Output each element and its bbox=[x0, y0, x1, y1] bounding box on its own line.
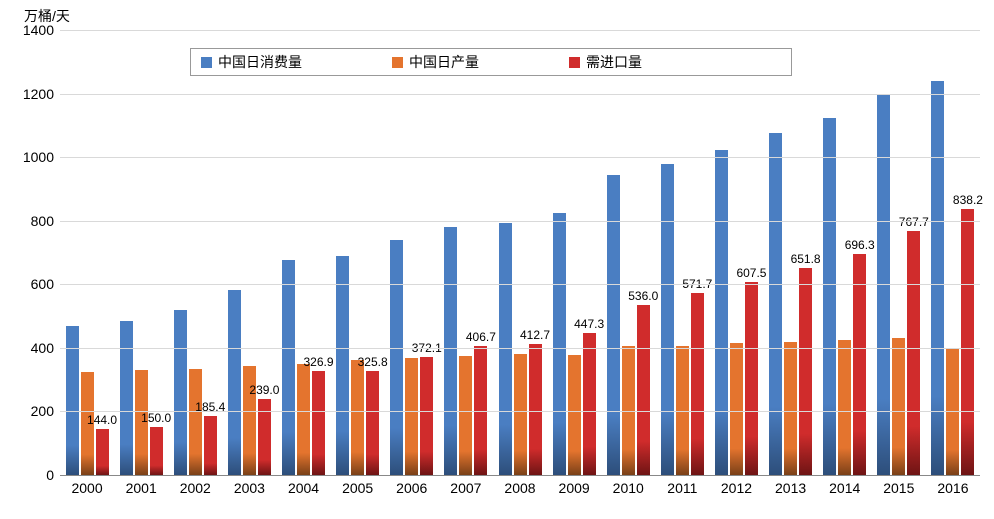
bar bbox=[150, 427, 163, 475]
x-tick-label: 2000 bbox=[71, 480, 102, 496]
data-label: 651.8 bbox=[791, 252, 821, 266]
x-tick-label: 2006 bbox=[396, 480, 427, 496]
y-tick-label: 1200 bbox=[6, 86, 54, 102]
x-tick-label: 2010 bbox=[613, 480, 644, 496]
y-tick-label: 200 bbox=[6, 403, 54, 419]
bar bbox=[838, 340, 851, 475]
bar bbox=[499, 223, 512, 475]
bar bbox=[892, 338, 905, 475]
y-tick-label: 0 bbox=[6, 467, 54, 483]
x-tick-label: 2014 bbox=[829, 480, 860, 496]
bar bbox=[228, 290, 241, 475]
plot-area: 144.0150.0185.4239.0326.9325.8372.1406.7… bbox=[60, 30, 980, 476]
bar bbox=[583, 333, 596, 475]
grid-line bbox=[60, 348, 980, 349]
bar bbox=[189, 369, 202, 475]
bar bbox=[351, 360, 364, 475]
x-tick-label: 2015 bbox=[883, 480, 914, 496]
bar bbox=[553, 213, 566, 475]
bar bbox=[691, 293, 704, 475]
bar bbox=[637, 305, 650, 475]
x-tick-label: 2002 bbox=[180, 480, 211, 496]
grid-line bbox=[60, 94, 980, 95]
x-tick-label: 2001 bbox=[126, 480, 157, 496]
bar bbox=[420, 357, 433, 475]
bar bbox=[297, 364, 310, 475]
grid-line bbox=[60, 30, 980, 31]
bar bbox=[676, 346, 689, 475]
data-label: 326.9 bbox=[304, 355, 334, 369]
data-label: 412.7 bbox=[520, 328, 550, 342]
chart-container: 万桶/天 中国日消费量中国日产量需进口量 144.0150.0185.4239.… bbox=[0, 0, 994, 519]
grid-line bbox=[60, 284, 980, 285]
x-tick-label: 2013 bbox=[775, 480, 806, 496]
bar bbox=[799, 268, 812, 475]
data-label: 838.2 bbox=[953, 193, 983, 207]
bar bbox=[853, 254, 866, 475]
bar bbox=[622, 346, 635, 475]
grid-line bbox=[60, 157, 980, 158]
data-label: 767.7 bbox=[899, 215, 929, 229]
y-tick-label: 1400 bbox=[6, 22, 54, 38]
bar bbox=[514, 354, 527, 475]
x-tick-label: 2016 bbox=[937, 480, 968, 496]
bar bbox=[823, 118, 836, 475]
x-tick-label: 2011 bbox=[667, 480, 697, 496]
bar bbox=[529, 344, 542, 475]
data-label: 536.0 bbox=[628, 289, 658, 303]
y-tick-label: 800 bbox=[6, 213, 54, 229]
x-tick-label: 2008 bbox=[504, 480, 535, 496]
bar bbox=[444, 227, 457, 475]
y-tick-label: 600 bbox=[6, 276, 54, 292]
data-label: 144.0 bbox=[87, 413, 117, 427]
bar bbox=[730, 343, 743, 475]
data-label: 447.3 bbox=[574, 317, 604, 331]
x-tick-label: 2012 bbox=[721, 480, 752, 496]
y-tick-label: 1000 bbox=[6, 149, 54, 165]
bar bbox=[336, 256, 349, 475]
bar bbox=[459, 356, 472, 475]
x-tick-label: 2009 bbox=[559, 480, 590, 496]
bar bbox=[366, 371, 379, 475]
bar bbox=[745, 282, 758, 475]
bar bbox=[282, 260, 295, 475]
bar bbox=[120, 321, 133, 475]
x-tick-label: 2004 bbox=[288, 480, 319, 496]
data-label: 607.5 bbox=[736, 266, 766, 280]
x-tick-label: 2003 bbox=[234, 480, 265, 496]
bar bbox=[312, 371, 325, 475]
bar bbox=[784, 342, 797, 476]
bar bbox=[474, 346, 487, 475]
bars-layer: 144.0150.0185.4239.0326.9325.8372.1406.7… bbox=[60, 30, 980, 475]
data-label: 696.3 bbox=[845, 238, 875, 252]
data-label: 325.8 bbox=[358, 355, 388, 369]
y-tick-label: 400 bbox=[6, 340, 54, 356]
x-tick-label: 2005 bbox=[342, 480, 373, 496]
bar bbox=[96, 429, 109, 475]
x-tick-label: 2007 bbox=[450, 480, 481, 496]
data-label: 406.7 bbox=[466, 330, 496, 344]
bar bbox=[961, 209, 974, 475]
bar bbox=[390, 240, 403, 475]
grid-line bbox=[60, 411, 980, 412]
bar bbox=[715, 150, 728, 475]
bar bbox=[405, 358, 418, 475]
data-label: 150.0 bbox=[141, 411, 171, 425]
bar bbox=[769, 133, 782, 475]
bar bbox=[931, 81, 944, 475]
bar bbox=[907, 231, 920, 475]
grid-line bbox=[60, 221, 980, 222]
bar bbox=[568, 355, 581, 475]
data-label: 239.0 bbox=[249, 383, 279, 397]
bar bbox=[174, 310, 187, 475]
bar bbox=[204, 416, 217, 475]
bar bbox=[607, 175, 620, 475]
bar bbox=[661, 164, 674, 476]
